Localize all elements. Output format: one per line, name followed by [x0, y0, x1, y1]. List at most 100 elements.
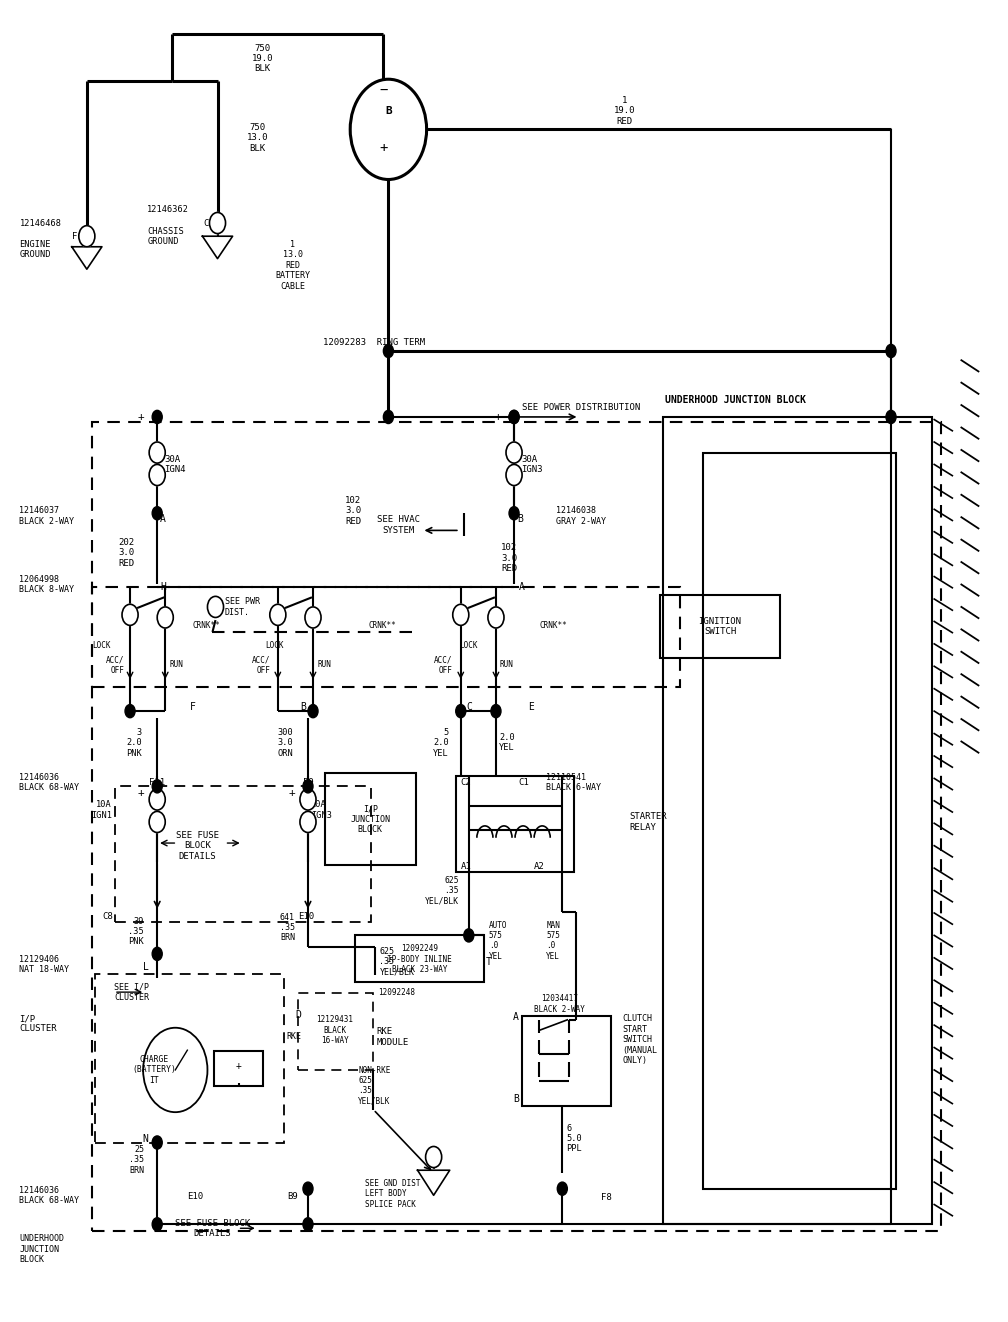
- Circle shape: [383, 345, 393, 357]
- Text: UNDERHOOD JUNCTION BLOCK: UNDERHOOD JUNCTION BLOCK: [665, 395, 805, 405]
- Circle shape: [152, 780, 162, 793]
- Bar: [660, 595, 780, 658]
- Bar: [298, 993, 373, 1069]
- Text: 750
19.0
BLK: 750 19.0 BLK: [252, 44, 273, 74]
- Text: +: +: [288, 788, 295, 798]
- Text: AUTO
575
.0
YEL: AUTO 575 .0 YEL: [489, 920, 507, 961]
- Bar: [663, 416, 932, 1224]
- Text: +: +: [379, 141, 387, 155]
- Circle shape: [152, 1136, 162, 1149]
- Circle shape: [152, 506, 162, 520]
- Text: C: C: [466, 702, 472, 713]
- Text: RKE
MODULE: RKE MODULE: [376, 1027, 408, 1047]
- Circle shape: [383, 410, 393, 423]
- Circle shape: [305, 607, 322, 628]
- Text: CHARGE
(BATTERY)
IT: CHARGE (BATTERY) IT: [132, 1055, 176, 1085]
- Text: E10: E10: [187, 1192, 204, 1202]
- Text: CLUTCH
START
SWITCH
(MANUAL
ONLY): CLUTCH START SWITCH (MANUAL ONLY): [623, 1014, 657, 1066]
- Text: A: A: [160, 513, 166, 524]
- Circle shape: [557, 1182, 568, 1195]
- Text: 25
.35
BRN: 25 .35 BRN: [129, 1145, 144, 1174]
- Text: IGNITION
SWITCH: IGNITION SWITCH: [699, 617, 742, 636]
- Text: 2.0
YEL: 2.0 YEL: [499, 734, 515, 752]
- Circle shape: [303, 1218, 313, 1231]
- Text: UNDERHOOD
JUNCTION
BLOCK: UNDERHOOD JUNCTION BLOCK: [19, 1235, 65, 1264]
- Text: 39
.35
PNK: 39 .35 PNK: [128, 916, 144, 947]
- Text: B: B: [300, 702, 305, 713]
- Text: 641
.35
BRN: 641 .35 BRN: [280, 912, 295, 943]
- Text: I/P
CLUSTER: I/P CLUSTER: [19, 1014, 57, 1034]
- Text: +: +: [236, 1062, 242, 1071]
- Text: RKE: RKE: [286, 1032, 301, 1042]
- Text: CHASSIS
GROUND: CHASSIS GROUND: [147, 226, 183, 246]
- Text: L: L: [143, 962, 149, 972]
- Text: ACC/
OFF: ACC/ OFF: [252, 656, 271, 674]
- Circle shape: [79, 226, 95, 247]
- Circle shape: [491, 705, 501, 718]
- Text: 12146037
BLACK 2-WAY: 12146037 BLACK 2-WAY: [19, 506, 75, 526]
- Text: C: C: [203, 218, 209, 227]
- Circle shape: [506, 464, 522, 485]
- Text: SEE GND DIST
LEFT BODY
SPLICE PACK: SEE GND DIST LEFT BODY SPLICE PACK: [365, 1179, 420, 1208]
- Text: A2: A2: [534, 862, 545, 871]
- Text: 12146036
BLACK 68-WAY: 12146036 BLACK 68-WAY: [19, 772, 80, 792]
- Text: 30A
IGN4: 30A IGN4: [164, 455, 185, 475]
- Text: 12092283  RING TERM: 12092283 RING TERM: [323, 338, 425, 348]
- Text: ACC/
OFF: ACC/ OFF: [434, 656, 453, 674]
- Text: SEE PWR
DIST.: SEE PWR DIST.: [225, 598, 259, 616]
- Bar: [92, 587, 680, 687]
- Text: 3
2.0
PNK: 3 2.0 PNK: [126, 728, 142, 758]
- Text: B: B: [513, 1095, 519, 1104]
- Circle shape: [303, 780, 313, 793]
- Text: +: +: [137, 412, 144, 422]
- Text: C2: C2: [461, 777, 472, 787]
- Text: H: H: [160, 582, 166, 592]
- Text: 750
13.0
BLK: 750 13.0 BLK: [247, 123, 268, 152]
- Circle shape: [456, 705, 466, 718]
- Text: LOCK: LOCK: [265, 641, 283, 649]
- Text: LOCK: LOCK: [459, 641, 477, 649]
- Text: 12034417
BLACK 2-WAY: 12034417 BLACK 2-WAY: [534, 994, 585, 1014]
- Text: 6
5.0
PPL: 6 5.0 PPL: [566, 1124, 582, 1154]
- Circle shape: [425, 1146, 442, 1167]
- Text: 10A
IGN1: 10A IGN1: [91, 800, 112, 820]
- Text: T: T: [486, 957, 492, 966]
- Text: SEE HVAC
SYSTEM: SEE HVAC SYSTEM: [377, 516, 420, 535]
- Text: +: +: [494, 412, 501, 422]
- Circle shape: [125, 705, 135, 718]
- Circle shape: [152, 948, 162, 961]
- Text: 102
3.0
RED: 102 3.0 RED: [345, 496, 361, 526]
- Text: B9: B9: [287, 1192, 297, 1202]
- Text: 1
19.0
RED: 1 19.0 RED: [614, 97, 635, 126]
- Text: 1
13.0
RED
BATTERY
CABLE: 1 13.0 RED BATTERY CABLE: [275, 239, 310, 291]
- Text: 300
3.0
ORN: 300 3.0 ORN: [277, 728, 293, 758]
- Circle shape: [300, 812, 317, 833]
- Text: 12092249
IP-BODY INLINE
BLACK 23-WAY: 12092249 IP-BODY INLINE BLACK 23-WAY: [387, 944, 452, 974]
- Text: 102
3.0
RED: 102 3.0 RED: [501, 543, 517, 572]
- Text: CRNK**: CRNK**: [193, 621, 220, 629]
- Circle shape: [300, 789, 317, 810]
- Text: −: −: [379, 83, 387, 97]
- Text: F8: F8: [601, 1194, 611, 1203]
- Circle shape: [886, 345, 896, 357]
- Bar: [522, 1015, 611, 1105]
- Circle shape: [509, 410, 519, 423]
- Text: 12146362: 12146362: [147, 205, 190, 214]
- Bar: [703, 452, 896, 1188]
- Circle shape: [208, 596, 224, 617]
- Circle shape: [210, 213, 226, 234]
- Text: RUN: RUN: [169, 661, 183, 669]
- Circle shape: [122, 604, 138, 625]
- Bar: [115, 787, 371, 923]
- Text: 5
2.0
YEL: 5 2.0 YEL: [433, 728, 449, 758]
- Text: 12064998
BLACK 8-WAY: 12064998 BLACK 8-WAY: [19, 575, 75, 594]
- Text: LOCK: LOCK: [92, 641, 110, 649]
- Text: N: N: [142, 1133, 148, 1144]
- Text: A: A: [519, 582, 525, 592]
- Text: E10: E10: [298, 912, 314, 921]
- Text: 10A
IGN3: 10A IGN3: [311, 800, 332, 820]
- Bar: [355, 936, 484, 981]
- Text: 12146038
GRAY 2-WAY: 12146038 GRAY 2-WAY: [556, 506, 606, 526]
- Text: E: E: [528, 702, 534, 713]
- Circle shape: [506, 442, 522, 463]
